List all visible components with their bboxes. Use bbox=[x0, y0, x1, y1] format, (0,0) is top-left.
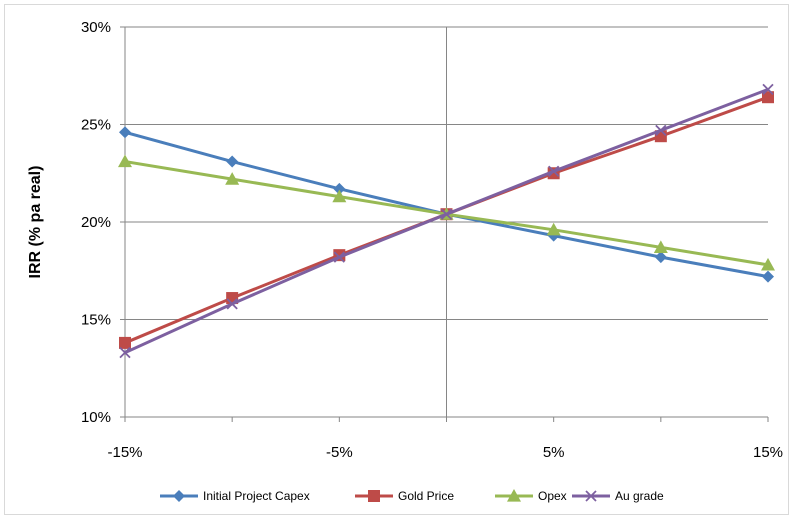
legend-item: Initial Project Capex bbox=[160, 489, 310, 503]
y-tick-label: 30% bbox=[81, 19, 111, 36]
x-tick-label: 5% bbox=[543, 444, 565, 461]
y-tick-label: 10% bbox=[81, 409, 111, 426]
legend-swatch-marker bbox=[173, 490, 185, 502]
legend-item: Au grade bbox=[572, 489, 664, 503]
legend: Initial Project Capex Gold Price Opex Au gr… bbox=[160, 489, 664, 503]
legend-label: Au grade bbox=[615, 489, 664, 503]
tick-labels: 10% 15% 20% 25% 30% -15% -5% 5% 15% bbox=[81, 19, 783, 461]
x-tick-label: -5% bbox=[326, 444, 353, 461]
data-point bbox=[119, 337, 131, 349]
legend-item: Gold Price bbox=[355, 489, 454, 503]
y-tick-label: 25% bbox=[81, 117, 111, 134]
legend-label: Opex bbox=[538, 489, 567, 503]
legend-label: Initial Project Capex bbox=[203, 489, 310, 503]
legend-swatch-marker bbox=[368, 490, 380, 502]
y-axis-label: IRR (% pa real) bbox=[27, 166, 44, 279]
data-point bbox=[226, 156, 238, 168]
x-tick-label: 15% bbox=[753, 444, 783, 461]
y-tick-label: 20% bbox=[81, 214, 111, 231]
legend-item: Opex bbox=[495, 489, 567, 503]
data-point bbox=[119, 126, 131, 138]
legend-label: Gold Price bbox=[398, 489, 454, 503]
axes bbox=[120, 27, 768, 422]
x-tick-label: -15% bbox=[107, 444, 142, 461]
data-point bbox=[762, 271, 774, 283]
y-tick-label: 15% bbox=[81, 312, 111, 329]
